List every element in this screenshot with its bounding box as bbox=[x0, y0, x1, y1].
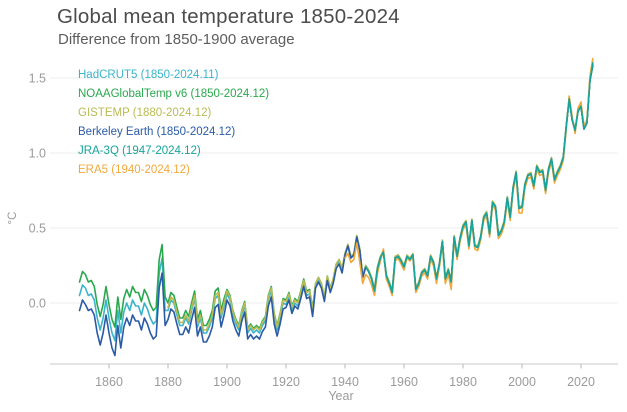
x-tick-label: 1920 bbox=[272, 375, 300, 389]
page-subtitle: Difference from 1850-1900 average bbox=[58, 31, 295, 48]
page-title: Global mean temperature 1850-2024 bbox=[57, 5, 400, 28]
x-tick-label: 1940 bbox=[331, 375, 359, 389]
x-tick-label: 2020 bbox=[567, 375, 595, 389]
x-tick-label: 1980 bbox=[449, 375, 477, 389]
y-tick-label: 1.5 bbox=[29, 72, 46, 86]
axis-labels: 1860 1880 1900 1920 1940 1960 1980 2000 2020 0.0 0… bbox=[7, 72, 595, 404]
legend: HadCRUT5 (1850-2024.11) NOAAGlobalTemp v6… bbox=[78, 66, 269, 180]
y-tick-label: 1.0 bbox=[29, 147, 46, 161]
x-tick-label: 1960 bbox=[390, 375, 418, 389]
y-tick-label: 0.5 bbox=[29, 222, 46, 236]
y-axis-unit-label: °C bbox=[7, 212, 19, 225]
series-line-jra-3q bbox=[364, 62, 594, 294]
x-tick-label: 1860 bbox=[95, 375, 123, 389]
legend-item-noaaglobaltemp-v6: NOAAGlobalTemp v6 (1850-2024.12) bbox=[78, 88, 270, 100]
legend-item-berkeley-earth: Berkeley Earth (1850-2024.12) bbox=[78, 126, 236, 138]
x-tick-label: 1880 bbox=[154, 375, 182, 389]
legend-item-era5: ERA5 (1940-2024.12) bbox=[78, 164, 190, 176]
legend-item-hadcrut5: HadCRUT5 (1850-2024.11) bbox=[78, 69, 219, 81]
x-tick-label: 2000 bbox=[508, 375, 536, 389]
x-tick-label: 1900 bbox=[213, 375, 241, 389]
legend-item-gistemp: GISTEMP (1880-2024.12) bbox=[78, 107, 212, 119]
legend-item-jra-3q: JRA-3Q (1947-2024.12) bbox=[78, 145, 201, 157]
x-axis-title: Year bbox=[328, 389, 353, 403]
y-tick-label: 0.0 bbox=[29, 297, 46, 311]
x-axis bbox=[50, 363, 618, 369]
series-lines bbox=[78, 57, 594, 357]
